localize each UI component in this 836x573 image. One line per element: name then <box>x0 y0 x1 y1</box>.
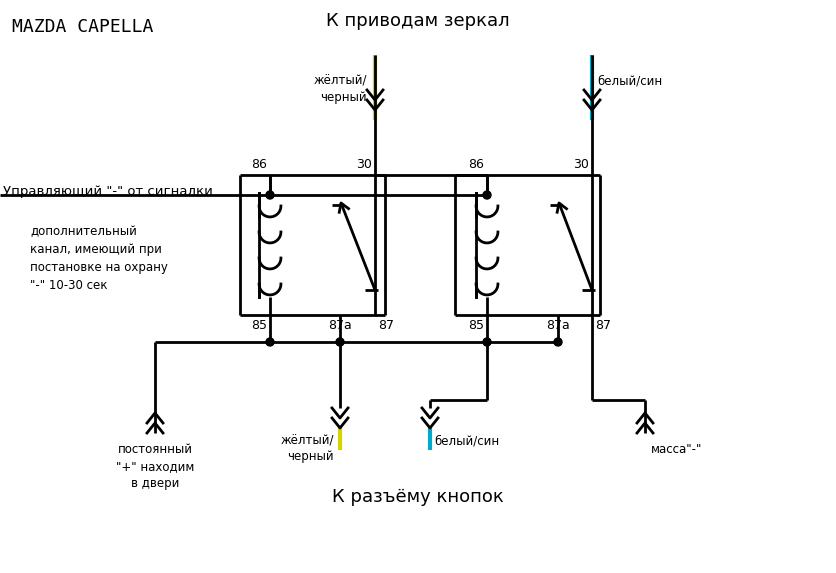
Text: 86: 86 <box>251 158 267 171</box>
Text: К разъёму кнопок: К разъёму кнопок <box>332 488 504 506</box>
Text: 87: 87 <box>378 319 394 332</box>
Text: белый/син: белый/син <box>597 75 662 88</box>
Text: К приводам зеркал: К приводам зеркал <box>326 12 510 30</box>
Text: 30: 30 <box>573 158 589 171</box>
Text: 87: 87 <box>595 319 611 332</box>
Text: 85: 85 <box>468 319 484 332</box>
Circle shape <box>266 191 274 199</box>
Text: Управляющий "-" от сигналки: Управляющий "-" от сигналки <box>3 186 213 198</box>
Text: 87a: 87a <box>328 319 352 332</box>
Circle shape <box>266 338 274 346</box>
Text: постоянный
"+" находим
в двери: постоянный "+" находим в двери <box>116 443 194 490</box>
Text: 87a: 87a <box>546 319 570 332</box>
Circle shape <box>483 191 491 199</box>
Text: жёлтый/
черный: жёлтый/ черный <box>281 434 334 463</box>
Text: 85: 85 <box>251 319 267 332</box>
Text: 86: 86 <box>468 158 484 171</box>
Circle shape <box>336 338 344 346</box>
Text: 30: 30 <box>356 158 372 171</box>
Text: масса"-": масса"-" <box>651 443 702 456</box>
Text: белый/син: белый/син <box>434 434 499 447</box>
Text: MAZDA CAPELLA: MAZDA CAPELLA <box>12 18 153 36</box>
Circle shape <box>554 338 562 346</box>
Circle shape <box>483 338 491 346</box>
Text: дополнительный
канал, имеющий при
постановке на охрану
"-" 10-30 сек: дополнительный канал, имеющий при постан… <box>30 225 168 292</box>
Text: жёлтый/
черный: жёлтый/ черный <box>314 75 367 104</box>
